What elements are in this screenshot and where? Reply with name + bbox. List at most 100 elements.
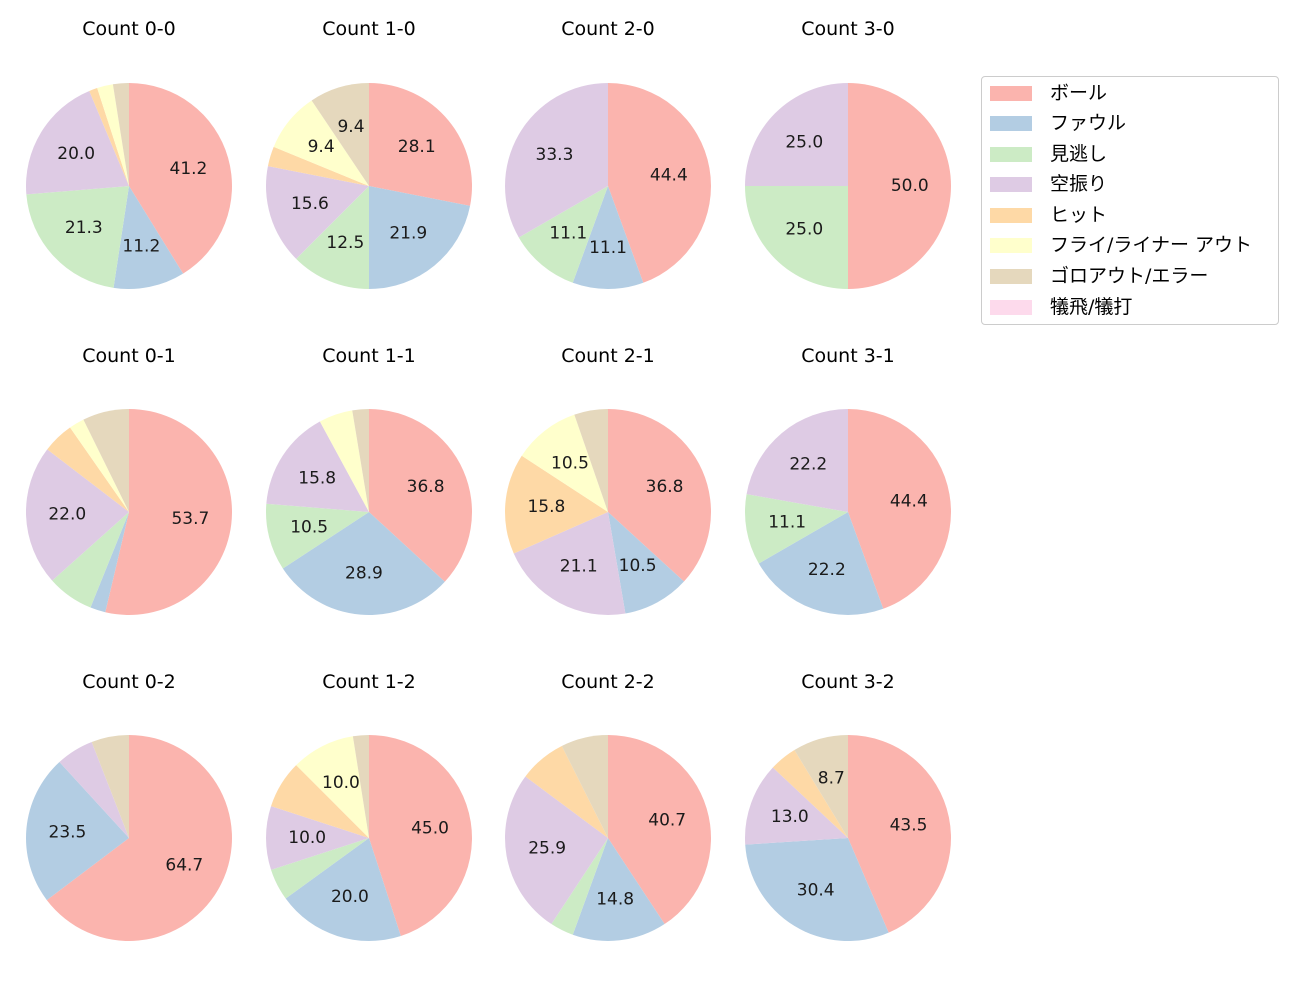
pie-graphic: 36.8 28.9 10.5 15.8 xyxy=(266,409,472,615)
slice-percent-label: 53.7 xyxy=(171,509,209,529)
pie-slice xyxy=(772,750,848,838)
pie-slice xyxy=(89,88,129,186)
legend-swatch xyxy=(990,115,1032,131)
legend: ボール ファウル 見逃し 空振り ヒット フライ/ライナー アウト ゴロアウト/… xyxy=(981,76,1279,325)
pie-slice xyxy=(758,512,884,615)
pie-slice xyxy=(285,838,401,941)
legend-swatch xyxy=(990,146,1032,162)
pie-graphic: 43.5 30.4 13.0 8.7 xyxy=(745,735,951,941)
slice-percent-label: 44.4 xyxy=(650,165,688,185)
pie-chart-count-3-1: Count 3-1 44.4 22.2 11.1 22.2 xyxy=(728,344,968,644)
pie-slice xyxy=(369,83,472,206)
legend-swatch xyxy=(990,237,1032,253)
pie-graphic: 44.4 11.111.1 33.3 xyxy=(505,83,711,289)
pie-slice xyxy=(561,735,608,838)
pie-slice xyxy=(745,83,848,186)
slice-percent-label: 10.0 xyxy=(322,773,360,793)
slice-percent-label: 43.5 xyxy=(890,816,928,836)
pie-slice xyxy=(369,186,471,289)
legend-item-sacrifice: 犠飛/犠打 xyxy=(990,295,1132,319)
pie-slice xyxy=(745,838,889,941)
slice-percent-label: 10.0 xyxy=(288,828,326,848)
pie-graphic: 41.2 11.2 21.3 20.0 xyxy=(26,83,233,289)
slice-percent-label: 15.8 xyxy=(527,497,565,517)
pie-slice xyxy=(521,414,608,512)
pie-slice xyxy=(311,83,369,186)
pie-slice xyxy=(112,83,129,186)
pie-graphic: 44.4 22.2 11.1 22.2 xyxy=(745,409,951,615)
slice-percent-label: 10.5 xyxy=(619,556,657,576)
pie-chart-count-0-0: Count 0-0 41.2 11.2 21.3 20.0 xyxy=(9,17,249,317)
pie-chart-count-1-2: Count 1-2 45.0 20.0 10.0 10.0 xyxy=(249,670,489,970)
pie-graphic: 45.0 20.0 10.0 10.0 xyxy=(266,735,473,941)
legend-label: ファウル xyxy=(1050,112,1127,134)
legend-item-ball: ボール xyxy=(990,81,1107,105)
slice-percent-label: 12.5 xyxy=(326,233,364,253)
pie-slice xyxy=(745,186,848,289)
pie-slice xyxy=(26,90,129,195)
pie-slice xyxy=(267,146,369,186)
slice-percent-label: 50.0 xyxy=(891,176,929,196)
pie-slice xyxy=(266,503,369,569)
pie-slice xyxy=(266,166,369,259)
pie-title: Count 1-0 xyxy=(322,18,416,40)
pie-title: Count 2-0 xyxy=(561,18,655,40)
pie-chart-count-0-2: Count 0-2 64.7 23.5 xyxy=(9,670,249,970)
pie-slice xyxy=(848,735,951,933)
pie-slice xyxy=(608,409,711,582)
pie-chart-count-3-2: Count 3-2 43.5 30.4 13.0 8.7 xyxy=(728,670,968,970)
pie-graphic: 64.7 23.5 xyxy=(25,735,232,941)
pie-graphic: 53.7 22.0 xyxy=(26,409,232,615)
legend-swatch xyxy=(990,207,1032,223)
pie-slice xyxy=(46,735,232,941)
pie-slice xyxy=(91,735,129,838)
pie-title: Count 3-0 xyxy=(801,18,895,40)
slice-percent-label: 21.3 xyxy=(65,218,103,238)
pie-slice xyxy=(369,735,473,936)
pie-slice xyxy=(745,494,848,564)
slice-percent-label: 25.9 xyxy=(528,839,566,859)
slice-percent-label: 15.8 xyxy=(298,468,336,488)
legend-item-fly-liner-out: フライ/ライナー アウト xyxy=(990,233,1252,257)
pie-slice xyxy=(271,838,369,899)
pie-slice xyxy=(273,100,369,186)
legend-swatch xyxy=(990,176,1032,192)
pie-slice xyxy=(83,409,129,512)
legend-label: ヒット xyxy=(1050,204,1108,226)
legend-label: 犠飛/犠打 xyxy=(1050,296,1133,318)
pie-slice xyxy=(352,409,369,512)
pie-chart-count-0-1: Count 0-1 53.7 22.0 xyxy=(9,344,249,644)
slice-percent-label: 25.0 xyxy=(785,132,823,152)
slice-percent-label: 22.0 xyxy=(48,504,86,524)
slice-percent-label: 11.1 xyxy=(549,223,587,243)
slice-percent-label: 11.1 xyxy=(768,513,806,533)
slice-percent-label: 28.9 xyxy=(345,564,383,584)
slice-percent-label: 41.2 xyxy=(170,159,208,179)
slice-percent-label: 22.2 xyxy=(808,560,846,580)
pie-slice xyxy=(794,735,848,838)
slice-percent-label: 10.5 xyxy=(551,453,589,473)
pie-slice xyxy=(296,186,369,289)
pie-title: Count 0-2 xyxy=(82,671,176,693)
pie-graphic: 36.8 10.5 21.1 15.8 10.5 xyxy=(505,409,711,615)
slice-percent-label: 23.5 xyxy=(49,822,87,842)
legend-label: ゴロアウト/エラー xyxy=(1050,265,1209,287)
pie-slice xyxy=(572,186,644,289)
pie-slice xyxy=(745,767,848,845)
pie-slice xyxy=(574,409,608,512)
pie-chart-count-3-0: Count 3-0 50.0 25.0 25.0 xyxy=(728,17,968,317)
pie-slice xyxy=(47,427,129,512)
pie-slice xyxy=(608,512,684,614)
slice-percent-label: 11.2 xyxy=(122,237,160,257)
legend-swatch xyxy=(990,85,1032,101)
pie-chart-count-2-2: Count 2-2 40.7 14.8 25.9 xyxy=(488,670,728,970)
pie-chart-count-2-1: Count 2-1 36.8 10.5 21.1 15.8 10.5 xyxy=(488,344,728,644)
slice-percent-label: 36.8 xyxy=(646,477,684,497)
slice-percent-label: 22.2 xyxy=(789,455,827,475)
slice-percent-label: 28.1 xyxy=(398,137,436,157)
pie-chart-count-1-0: Count 1-0 28.1 21.9 12.5 15.6 9.4 9.4 xyxy=(249,17,489,317)
slice-percent-label: 40.7 xyxy=(648,810,686,830)
pie-slice xyxy=(129,83,233,274)
pie-slice xyxy=(266,421,369,512)
pie-slice xyxy=(97,84,129,186)
